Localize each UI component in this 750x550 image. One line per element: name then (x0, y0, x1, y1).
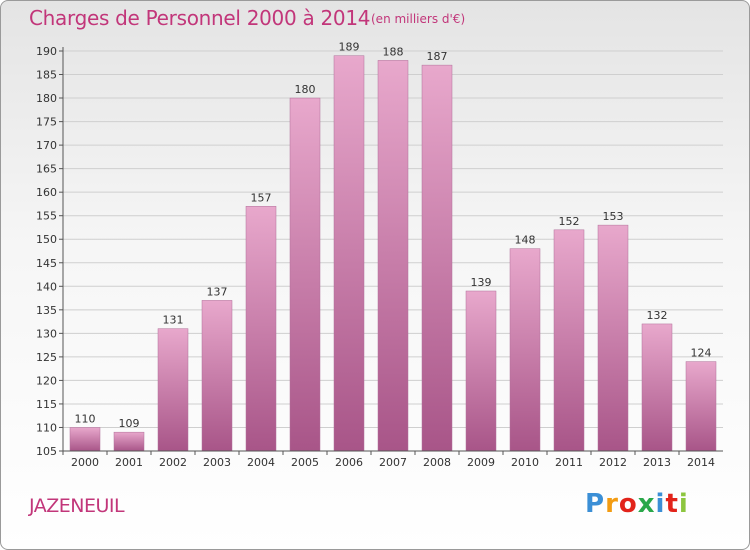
y-tick-label: 125 (36, 351, 57, 364)
bar-2011 (553, 229, 585, 452)
data-label: 153 (603, 210, 624, 223)
y-tick-label: 170 (36, 139, 57, 152)
logo-letter: P (585, 489, 606, 519)
y-tick-label: 190 (36, 45, 57, 58)
data-label: 132 (647, 309, 668, 322)
y-tick-label: 160 (36, 186, 57, 199)
x-tick-label: 2009 (467, 456, 495, 469)
bar-2000 (69, 427, 101, 452)
bar-2009 (465, 290, 497, 452)
x-tick-label: 2013 (643, 456, 671, 469)
x-tick-label: 2002 (159, 456, 187, 469)
y-tick-label: 175 (36, 116, 57, 129)
data-label: 189 (339, 41, 360, 54)
x-tick-label: 2006 (335, 456, 363, 469)
x-tick-label: 2007 (379, 456, 407, 469)
bar-2004 (245, 206, 277, 452)
chart-unit: (en milliers d'€) (371, 12, 466, 26)
bar-2014 (685, 361, 717, 452)
y-tick-label: 155 (36, 210, 57, 223)
bar-2010 (509, 248, 541, 452)
y-tick-label: 145 (36, 257, 57, 270)
logo-letter: t (665, 489, 679, 519)
x-tick-label: 2011 (555, 456, 583, 469)
x-tick-label: 2004 (247, 456, 275, 469)
data-label: 137 (207, 285, 228, 298)
bar-2005 (289, 97, 321, 452)
y-tick-label: 185 (36, 69, 57, 82)
x-tick-label: 2003 (203, 456, 231, 469)
data-label: 139 (471, 276, 492, 289)
y-tick-label: 110 (36, 421, 57, 434)
x-tick-label: 2005 (291, 456, 319, 469)
data-label: 148 (515, 234, 536, 247)
x-tick-label: 2012 (599, 456, 627, 469)
y-tick-label: 130 (36, 327, 57, 340)
x-tick-label: 2014 (687, 456, 715, 469)
bar-2006 (333, 55, 365, 452)
y-tick-label: 120 (36, 374, 57, 387)
y-tick-label: 140 (36, 280, 57, 293)
logo-letter: r (605, 489, 619, 519)
data-label: 187 (427, 50, 448, 63)
bar-2003 (201, 300, 233, 452)
x-tick-label: 2000 (71, 456, 99, 469)
chart-title: Charges de Personnel 2000 à 2014 (29, 6, 371, 30)
data-label: 110 (75, 412, 96, 425)
logo-letter: o (618, 489, 638, 519)
data-label: 131 (163, 314, 184, 327)
logo-letter: i (655, 489, 666, 519)
data-label: 124 (691, 347, 712, 360)
bar-2001 (113, 431, 145, 452)
bar-2008 (421, 64, 453, 452)
y-tick-label: 115 (36, 398, 57, 411)
bar-2013 (641, 323, 673, 452)
x-tick-label: 2010 (511, 456, 539, 469)
logo-letter: i (678, 489, 689, 519)
y-tick-label: 135 (36, 304, 57, 317)
axes: 105 110 115 120 125 130 135 140 145 150 155 160 165 1… (36, 45, 723, 469)
bars: 110 109 131 137 157 180 189 188 187 139 148 152 153 1… (69, 41, 717, 452)
y-tick-label: 150 (36, 233, 57, 246)
data-label: 180 (295, 83, 316, 96)
commune-name: JAZENEUIL (29, 495, 125, 517)
data-label: 188 (383, 45, 404, 58)
x-tick-label: 2001 (115, 456, 143, 469)
bar-2012 (597, 224, 629, 452)
bar-2002 (157, 328, 189, 452)
y-tick-label: 165 (36, 163, 57, 176)
data-label: 109 (119, 417, 140, 430)
bar-2007 (377, 60, 409, 452)
y-tick-label: 180 (36, 92, 57, 105)
y-tick-label: 105 (36, 445, 57, 458)
x-tick-label: 2008 (423, 456, 451, 469)
proxiti-logo: Proxiti (585, 489, 689, 519)
data-label: 152 (559, 215, 580, 228)
data-label: 157 (251, 191, 272, 204)
logo-letter: x (637, 489, 656, 519)
